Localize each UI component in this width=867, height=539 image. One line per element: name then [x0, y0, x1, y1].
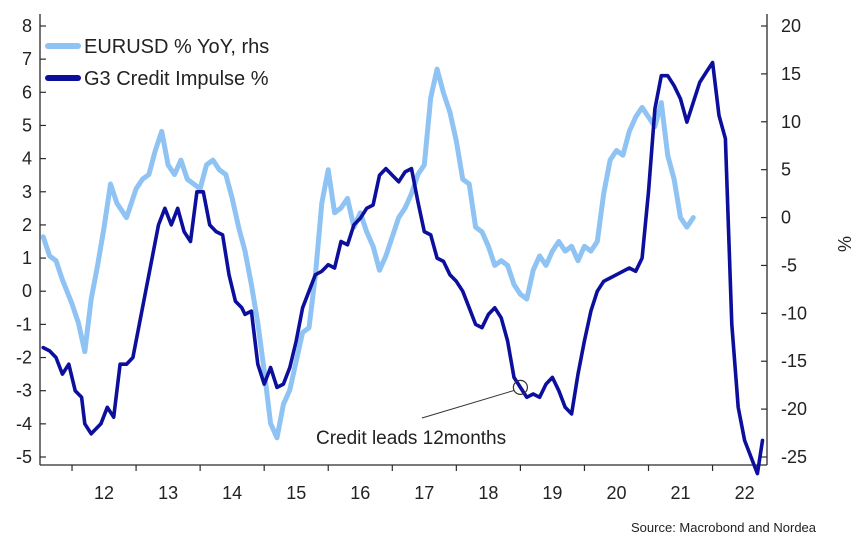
right-tick-label: 20 — [781, 16, 801, 36]
left-tick-label: 7 — [22, 49, 32, 69]
left-tick-label: -5 — [16, 447, 32, 467]
left-tick-label: 6 — [22, 82, 32, 102]
right-tick-label: 10 — [781, 112, 801, 132]
annotation-leader-line — [421, 389, 515, 419]
left-tick-label: 3 — [22, 182, 32, 202]
left-tick-label: -2 — [16, 348, 32, 368]
left-tick-label: -4 — [16, 414, 32, 434]
left-tick-label: 0 — [22, 281, 32, 301]
left-tick-label: 4 — [22, 149, 32, 169]
right-tick-label: -20 — [781, 399, 807, 419]
annotation-marker — [512, 379, 528, 395]
right-tick-label: -10 — [781, 303, 807, 323]
series-line-credit — [41, 60, 765, 476]
x-tick-label: 13 — [158, 483, 178, 503]
series-layer — [40, 60, 765, 476]
x-tick-label: 18 — [478, 483, 498, 503]
right-axis-unit-label: % — [834, 236, 854, 252]
x-tick-label: 20 — [606, 483, 626, 503]
left-tick-label: 8 — [22, 16, 32, 36]
x-tick-label: 12 — [94, 483, 114, 503]
right-tick-label: 15 — [781, 64, 801, 84]
x-tick-label: 19 — [542, 483, 562, 503]
right-tick-label: -5 — [781, 255, 797, 275]
right-tick-label: 0 — [781, 208, 791, 228]
left-tick-label: 1 — [22, 248, 32, 268]
legend: EURUSD % YoY, rhs G3 Credit Impulse % — [45, 36, 269, 90]
right-tick-label: -25 — [781, 447, 807, 467]
x-tick-label: 15 — [286, 483, 306, 503]
left-tick-label: 5 — [22, 115, 32, 135]
x-tick-label: 21 — [671, 483, 691, 503]
left-tick-label: 2 — [22, 215, 32, 235]
source-note: Source: Macrobond and Nordea — [631, 520, 817, 535]
annotation-text: Credit leads 12months — [316, 428, 506, 449]
right-tick-label: 5 — [781, 160, 791, 180]
x-axis-ticks: 12 13 14 15 16 17 18 19 20 21 22 — [71, 465, 755, 503]
annotation: Credit leads 12months — [316, 379, 528, 449]
right-axis-ticks: 20 15 10 5 0 -5 -10 -15 -20 -25 — [761, 16, 807, 467]
left-axis-ticks: 8 7 6 5 4 3 2 1 0 -1 -2 -3 -4 -5 — [16, 16, 46, 467]
right-tick-label: -15 — [781, 351, 807, 371]
series-line-eurusd — [40, 66, 696, 441]
legend-label-credit: G3 Credit Impulse % — [84, 68, 269, 90]
left-tick-label: -3 — [16, 381, 32, 401]
left-tick-label: -1 — [16, 314, 32, 334]
x-tick-label: 17 — [414, 483, 434, 503]
x-tick-label: 22 — [735, 483, 755, 503]
x-tick-label: 16 — [350, 483, 370, 503]
legend-label-eurusd: EURUSD % YoY, rhs — [84, 36, 269, 58]
x-tick-label: 14 — [222, 483, 242, 503]
